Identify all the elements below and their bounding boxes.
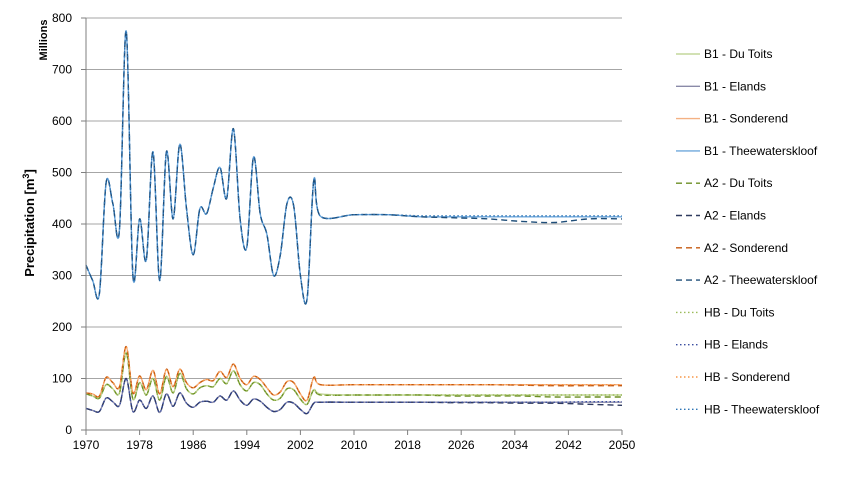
y-tick-label: 800 — [52, 11, 72, 25]
y-unit-label: Millions — [38, 20, 50, 61]
series-line-11 — [85, 345, 622, 402]
x-tick-label: 1978 — [126, 438, 153, 452]
legend-label: HB - Du Toits — [704, 305, 774, 319]
y-tick-label: 400 — [52, 217, 72, 231]
x-tick-label: 1994 — [233, 438, 260, 452]
y-tick-label: 100 — [52, 372, 72, 386]
y-axis-title-sup: 3 — [21, 174, 31, 179]
series-line-7 — [85, 345, 622, 402]
legend-label: HB - Elands — [704, 338, 768, 352]
y-tick-labels: 0 100 200 300 400 500 600 700 800 — [52, 11, 86, 437]
x-tick-labels: 1970 1978 1986 1994 2002 2010 2018 2026 2034 2042… — [73, 430, 636, 452]
series-line-9 — [85, 352, 622, 406]
x-tick-label: 1970 — [73, 438, 100, 452]
series-line-3 — [85, 345, 622, 402]
legend-label: A2 - Sonderend — [704, 241, 788, 255]
y-axis-title-tail: ] — [22, 169, 37, 173]
y-tick-label: 600 — [52, 114, 72, 128]
x-tick-label: 2018 — [394, 438, 421, 452]
legend: B1 - Du Toits B1 - Elands B1 - Sonderend B1… — [676, 47, 820, 416]
y-tick-label: 700 — [52, 63, 72, 77]
legend-label: A2 - Du Toits — [704, 176, 772, 190]
series-line-4 — [85, 30, 622, 305]
x-tick-label: 2002 — [287, 438, 314, 452]
legend-label: HB - Theewaterskloof — [704, 402, 820, 416]
legend-label: B1 - Elands — [704, 79, 766, 93]
x-tick-label: 2042 — [555, 438, 582, 452]
x-tick-label: 2050 — [609, 438, 636, 452]
legend-label: B1 - Sonderend — [704, 112, 788, 126]
y-tick-label: 300 — [52, 269, 72, 283]
legend-label: B1 - Theewaterskloof — [704, 144, 818, 158]
legend-label: HB - Sonderend — [704, 370, 790, 384]
x-tick-label: 2034 — [501, 438, 528, 452]
grid-lines — [86, 17, 622, 431]
legend-label: A2 - Elands — [704, 209, 766, 223]
x-tick-label: 2010 — [341, 438, 368, 452]
legend-label: B1 - Du Toits — [704, 47, 772, 61]
series-line-12 — [85, 30, 622, 305]
legend-label: A2 - Theewaterskloof — [704, 273, 818, 287]
y-tick-label: 500 — [52, 166, 72, 180]
series-line-8 — [85, 30, 623, 305]
y-axis-title-main: Precipitation [m — [22, 179, 37, 277]
y-axis-title: Precipitation [m3] — [21, 169, 37, 277]
y-tick-label: 200 — [52, 320, 72, 334]
x-tick-label: 2026 — [448, 438, 475, 452]
x-tick-label: 1986 — [180, 438, 207, 452]
series-lines — [85, 30, 623, 415]
series-line-6 — [85, 377, 623, 415]
y-tick-label: 0 — [65, 423, 72, 437]
